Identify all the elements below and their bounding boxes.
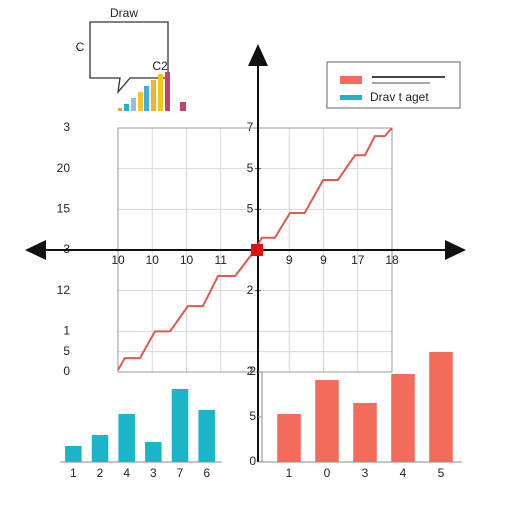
x-tick-label: 17 [351, 253, 365, 267]
x-tick-label: 11 [215, 253, 228, 267]
x-tick-label: 5 [438, 466, 445, 480]
x-tick-label: 3 [362, 466, 369, 480]
arrowhead [248, 44, 268, 66]
bar [118, 414, 135, 462]
y-tick-label: 5 [249, 409, 256, 423]
y2-tick-label: 7 [247, 120, 254, 134]
bar [65, 446, 82, 462]
callout-title: Draw [110, 6, 138, 20]
y2-tick-label: 5 [247, 161, 254, 175]
y-tick-label: 2 [249, 364, 256, 378]
x-tick-label: 1 [286, 466, 293, 480]
y-tick-label: 1 [63, 324, 70, 338]
bar [429, 352, 453, 462]
y2-tick-label: 5 [247, 202, 254, 216]
y-tick-label: 12 [57, 283, 71, 297]
y-tick-label: 0 [249, 454, 256, 468]
legend-swatch [340, 95, 362, 100]
x-tick-label: 4 [123, 466, 130, 480]
bar [145, 442, 162, 462]
x-tick-label: 10 [180, 253, 194, 267]
x-tick-label: 3 [150, 466, 157, 480]
bar [198, 410, 215, 462]
x-tick-label: 4 [400, 466, 407, 480]
y-tick-label: 5 [63, 344, 70, 358]
y-tick-label: 15 [57, 202, 71, 216]
line [117, 127, 393, 371]
legend-swatch [340, 76, 362, 84]
bar [315, 380, 339, 462]
bar [171, 389, 189, 462]
arrowhead [445, 240, 466, 260]
x-tick-label: 0 [324, 466, 331, 480]
y2-tick-label: 2 [247, 364, 254, 378]
callout-bubble [89, 21, 169, 95]
x-tick-label: 7 [177, 466, 184, 480]
bar [353, 403, 377, 462]
arrowhead [25, 240, 46, 260]
x-tick-label: 6 [203, 466, 210, 480]
x-tick-label: 9 [320, 253, 327, 267]
x-tick-label: 9 [286, 253, 293, 267]
legend-label: Drav t aget [370, 90, 429, 104]
x-tick-label: 2 [97, 466, 104, 480]
mini-bars-icon [118, 72, 186, 111]
callout-letter: C [76, 40, 85, 54]
y-tick-label: 20 [57, 161, 71, 175]
origin-marker [251, 244, 263, 256]
bar [277, 414, 301, 462]
legend-box [326, 61, 461, 109]
y2-tick-label: 2 [247, 283, 254, 297]
bar [391, 374, 415, 462]
y-tick-label: 0 [63, 364, 70, 378]
callout-letter: C2 [152, 59, 168, 73]
x-tick-label: 10 [146, 253, 160, 267]
y-tick-label: 3 [63, 120, 70, 134]
x-tick-label: 1 [70, 466, 77, 480]
bar [91, 435, 109, 462]
